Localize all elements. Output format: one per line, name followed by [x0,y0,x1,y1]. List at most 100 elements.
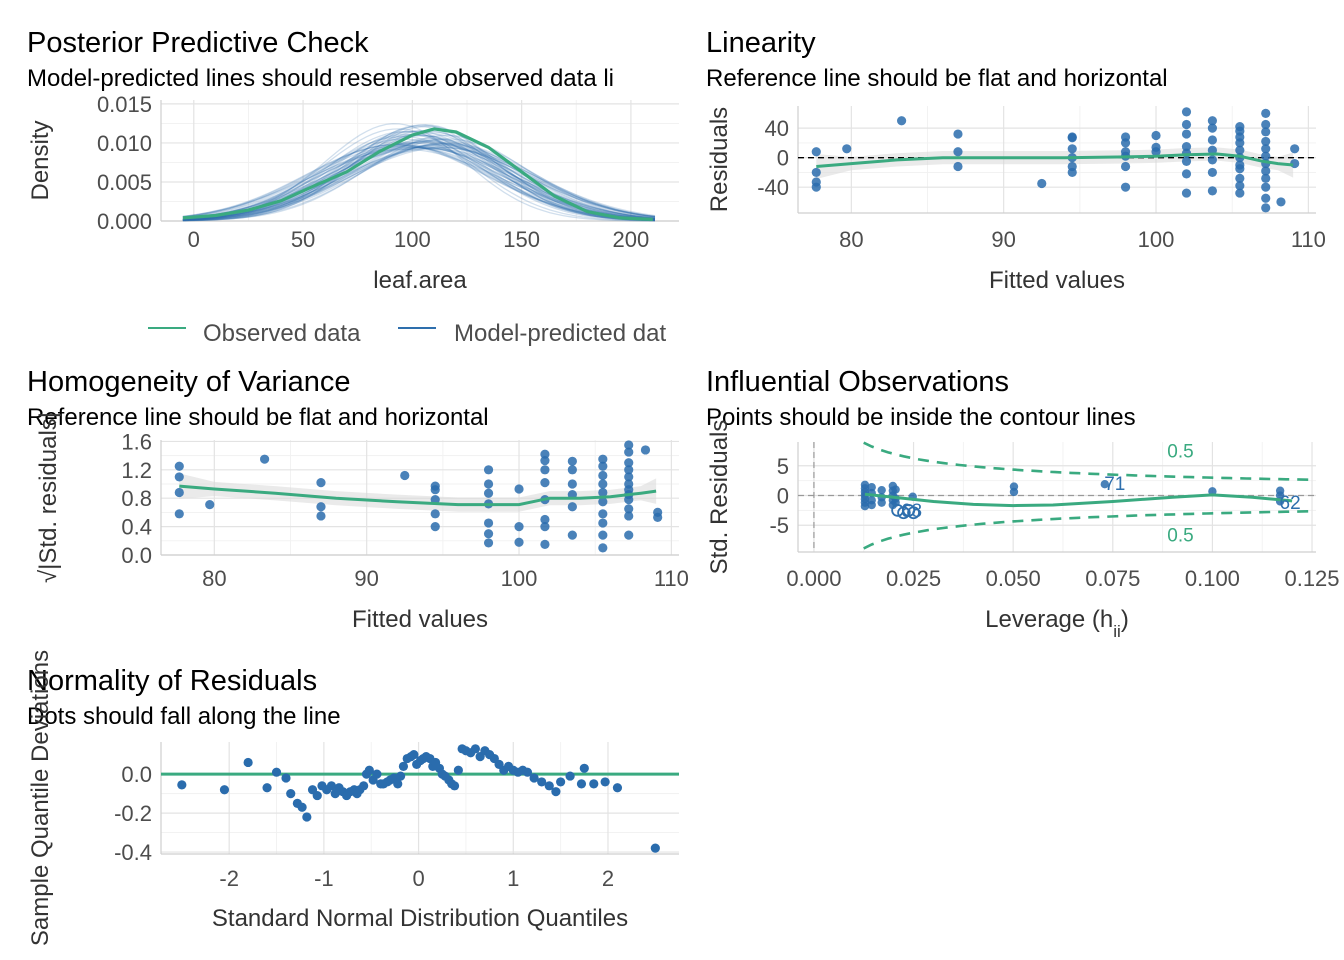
y-tick-label: -0.4 [114,840,152,865]
residual-point [811,182,821,192]
quantile-point [398,761,409,771]
predicted-density-line [182,138,656,222]
quantile-point [219,785,230,795]
residual-point [1235,181,1245,191]
predicted-density-line [182,144,656,221]
x-axis-label: Leverage (hii) [985,606,1129,641]
predicted-density-line [182,124,656,222]
y-tick-label: -5 [769,513,789,538]
linearity-panel: 80 90 100 110 -40 0 40 Linearity Reference line … [706,27,1326,294]
y-tick-label: 0.015 [97,92,152,117]
residual-point [1235,164,1245,174]
point-label: 71 [1104,474,1125,495]
x-tick-label: 0 [188,227,200,252]
quantile-point [262,783,272,793]
variance-point [624,511,634,521]
residual-point [1067,167,1077,178]
variance-point [514,484,524,494]
y-tick-label: 0.8 [121,486,152,511]
y-axis-label: Density [27,120,54,200]
residual-point [1181,107,1192,117]
variance-point [400,470,410,481]
residual-point [1235,188,1245,198]
loess-line [179,484,657,507]
contour-label-lower: 0.5 [1167,525,1193,546]
variance-point [598,487,608,498]
predicted-density-line [182,135,656,222]
residual-point [1181,141,1192,152]
predicted-density-line [182,139,656,221]
variance-point [598,461,608,471]
residual-point [1207,123,1217,133]
y-tick-label: 0 [777,146,789,171]
variance-point [624,458,634,468]
x-tick-label: 90 [354,566,378,591]
quantile-point [453,765,463,775]
residual-point [1261,108,1271,118]
quantile-point [589,779,599,789]
variance-point [624,472,634,482]
panel-subtitle: Dots should fall along the line [27,703,341,730]
variance-point [567,530,577,540]
influence-point [1009,487,1019,497]
predicted-density-line [182,143,656,221]
predicted-density-line [182,140,656,221]
residual-point [1261,166,1271,176]
y-tick-label: 0.0 [121,762,152,787]
residual-point [1261,182,1271,192]
y-tick-label: -40 [757,175,789,200]
quantile-point [243,757,253,768]
quantile-point [326,781,337,791]
residual-point [1151,147,1161,157]
variance-point [598,543,608,553]
residual-point [1120,182,1131,192]
residual-point [1261,203,1271,213]
residual-point [1235,145,1245,155]
contour-label-upper: 0.5 [1167,441,1193,462]
predicted-density-line [182,143,656,221]
influence-open-point [907,506,920,520]
quantile-point [393,779,403,789]
variance-point [483,479,494,489]
variance-point [174,472,184,482]
influence-point [867,500,876,510]
variance-point [540,539,550,549]
variance-point [540,449,550,459]
variance-point [567,456,577,466]
normality-panel: -2 -1 0 1 2 -0.4 -0.2 0.0 Normality of Residuals… [27,650,679,946]
residual-point [953,147,963,157]
x-tick-label: 90 [991,227,1015,252]
quantile-point [281,773,291,783]
x-tick-label: 0.100 [1185,566,1240,591]
predicted-density-line [182,137,656,221]
quantile-point [286,789,296,799]
y-tick-label: 1.2 [121,458,152,483]
x-tick-label: 100 [501,566,538,591]
ppc-lines [182,123,656,222]
predicted-density-line [182,143,656,221]
y-tick-label: -0.2 [114,801,152,826]
variance-point [624,495,634,505]
residual-point [1207,135,1217,145]
y-tick-label: 0.4 [121,515,152,540]
legend-label-observed: Observed data [203,320,361,347]
quantile-point [522,767,533,777]
quantile-point [177,780,187,790]
x-tick-label: -1 [314,866,334,891]
variance-point [540,522,550,532]
variance-point [483,538,494,548]
quantile-point [312,790,322,801]
variance-point [316,477,326,488]
residual-point [1181,169,1192,179]
y-tick-label: 0 [777,484,789,509]
normality-marks [161,744,679,853]
quantile-point [551,787,561,797]
variance-point [260,454,270,464]
variance-point [483,529,494,539]
variance-point [624,440,634,450]
legend-label-predicted: Model-predicted dat [454,320,666,347]
variance-point [624,530,634,540]
variance-point [430,522,440,532]
variance-point [653,512,663,522]
